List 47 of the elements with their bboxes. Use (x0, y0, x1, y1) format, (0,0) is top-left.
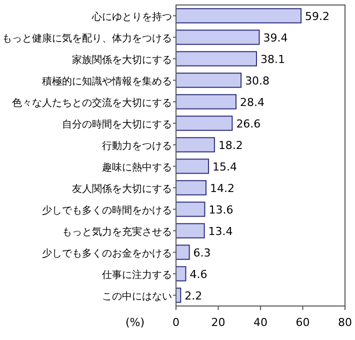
y-tick-label: 少しでも多くの時間をかける (42, 204, 172, 216)
data-label: 13.6 (208, 203, 234, 216)
data-label: 26.6 (236, 117, 261, 130)
y-tick-label: 少しでも多くのお金をかける (42, 247, 172, 260)
data-label: 39.4 (263, 31, 288, 44)
y-tick-label: 趣味に熱中する (102, 161, 172, 174)
bar (176, 158, 210, 174)
x-tick-label: 60 (296, 316, 310, 329)
y-tick-label: もっと健康に気を配り、体力をつける (2, 32, 172, 44)
data-label: 30.8 (245, 74, 270, 88)
data-label: 4.6 (190, 268, 208, 281)
bar (176, 116, 233, 131)
y-tick-label: 心にゆとりを持つ (91, 10, 172, 23)
x-tick-label: 20 (211, 316, 226, 329)
y-tick-label: 家族関係を大切にする (72, 54, 172, 66)
data-label: 59.2 (305, 10, 330, 23)
y-tick-label: もっと気力を充実させる (62, 226, 172, 238)
y-tick-label: 仕事に注力する (102, 268, 172, 281)
y-tick-label: 自分の時間を大切にする (62, 118, 172, 130)
bar (176, 30, 260, 45)
data-label: 15.4 (212, 160, 238, 174)
data-label: 14.2 (210, 182, 234, 195)
bar (176, 51, 257, 66)
y-tick-label: 友人関係を大切にする (72, 182, 172, 195)
x-axis-title: (%) (125, 316, 145, 329)
x-tick-label: 80 (338, 316, 352, 329)
y-tick-label: 積極的に知識や情報を集める (42, 75, 172, 88)
bar (176, 8, 302, 24)
bar (176, 223, 205, 238)
data-label: 13.4 (208, 224, 233, 238)
y-tick-label: 色々な人たちとの交流を大切にする (12, 96, 172, 109)
bar (176, 180, 206, 196)
y-tick-label: 行動力をつける (102, 140, 172, 152)
bar (176, 72, 242, 88)
bar (176, 244, 190, 260)
y-tick-label: この中にはない (102, 290, 172, 302)
data-label: 18.2 (218, 138, 243, 152)
bar (176, 266, 186, 282)
data-label: 28.4 (240, 96, 264, 109)
bar (176, 94, 236, 110)
x-tick-label: 40 (254, 316, 268, 329)
bar (176, 202, 206, 217)
bar (176, 137, 215, 152)
data-label: 6.3 (193, 246, 211, 260)
data-label: 2.2 (184, 289, 202, 302)
data-label: 38.1 (260, 52, 285, 66)
x-tick-label: 0 (172, 316, 180, 329)
